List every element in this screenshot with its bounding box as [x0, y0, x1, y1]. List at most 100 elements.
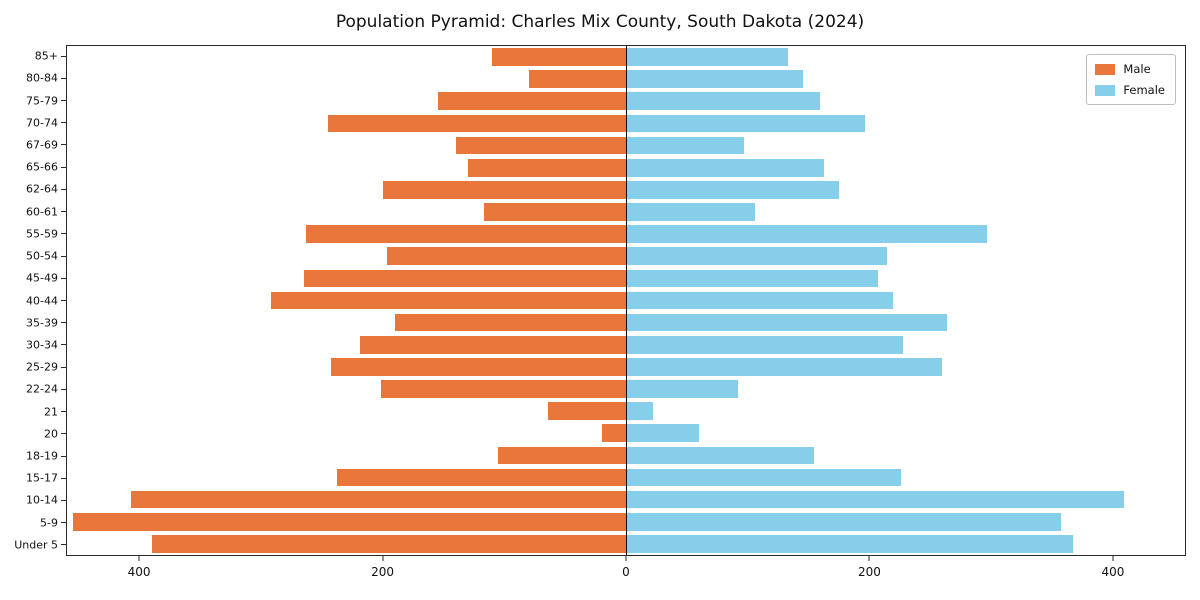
male-bar: [437, 92, 626, 111]
age-label: 35-39: [26, 316, 58, 330]
age-row-5-9: [67, 511, 1185, 533]
age-row-75-79: [67, 90, 1185, 112]
x-tick-label: 0: [622, 565, 630, 579]
age-label: 20: [44, 427, 58, 441]
male-bar: [528, 70, 626, 89]
x-tick-mark: [138, 556, 140, 561]
age-label: 85+: [34, 49, 58, 63]
female-bar: [626, 48, 788, 66]
male-bar: [492, 48, 626, 66]
x-tick-mark: [1112, 556, 1114, 561]
male-bar: [303, 269, 626, 288]
age-row-40-44: [67, 289, 1185, 311]
y-tick-mark: [61, 211, 66, 213]
male-bar: [455, 136, 626, 155]
age-label: 75-79: [26, 94, 58, 108]
age-row-65-66: [67, 157, 1185, 179]
age-label: 30-34: [26, 338, 58, 352]
age-label: 70-74: [26, 116, 58, 130]
female-bar: [626, 269, 878, 288]
y-tick-mark: [61, 300, 66, 301]
age-row-85+: [67, 46, 1185, 68]
female-bar: [626, 291, 894, 310]
female-bar: [626, 446, 815, 465]
legend-item-male: Male: [1095, 62, 1165, 76]
age-row-22-24: [67, 378, 1185, 400]
male-bar: [468, 158, 626, 177]
y-tick-mark: [61, 544, 66, 546]
male-bar: [306, 225, 626, 243]
y-tick-mark: [61, 388, 66, 390]
age-row-15-17: [67, 466, 1185, 488]
age-label: 60-61: [26, 205, 58, 219]
female-bar: [626, 158, 825, 177]
male-bar: [395, 313, 626, 332]
age-row-25-29: [67, 356, 1185, 378]
y-axis-ticks: [61, 45, 66, 556]
female-bar: [626, 70, 804, 89]
x-axis: 400 200 0 200 400: [66, 556, 1186, 586]
y-tick-mark: [61, 144, 66, 146]
legend-item-female: Female: [1095, 83, 1165, 97]
age-label: 25-29: [26, 360, 58, 374]
male-bar: [548, 402, 626, 420]
female-bar: [626, 92, 821, 111]
male-bar: [131, 490, 626, 509]
female-bar: [626, 225, 987, 243]
y-tick-mark: [61, 188, 66, 190]
age-row-21: [67, 400, 1185, 422]
male-bar: [483, 203, 626, 221]
male-bar: [73, 512, 626, 531]
age-label: 40-44: [26, 294, 58, 307]
age-row-Under 5: [67, 533, 1185, 555]
age-label: 15-17: [26, 471, 58, 485]
female-bar: [626, 247, 888, 266]
y-tick-mark: [61, 55, 66, 57]
age-label: 10-14: [26, 493, 58, 507]
y-tick-mark: [61, 522, 66, 524]
age-label: 5-9: [40, 516, 58, 530]
y-tick-mark: [61, 277, 66, 279]
age-row-30-34: [67, 334, 1185, 356]
female-bar: [626, 203, 755, 221]
age-row-10-14: [67, 489, 1185, 511]
female-bar: [626, 136, 744, 155]
y-tick-mark: [61, 100, 66, 102]
x-tick-mark: [382, 556, 384, 561]
age-row-80-84: [67, 68, 1185, 90]
female-bar: [626, 490, 1125, 509]
age-row-60-61: [67, 201, 1185, 223]
age-label: 62-64: [26, 182, 58, 196]
y-tick-mark: [61, 366, 66, 368]
age-label: 21: [44, 405, 58, 419]
age-label: 45-49: [26, 271, 58, 285]
age-row-62-64: [67, 179, 1185, 201]
age-row-45-49: [67, 267, 1185, 289]
male-bar: [271, 291, 626, 310]
y-tick-mark: [61, 233, 66, 235]
female-bar: [626, 380, 738, 398]
male-bar: [152, 535, 626, 553]
age-row-18-19: [67, 444, 1185, 466]
y-tick-mark: [61, 411, 66, 413]
y-tick-mark: [61, 255, 66, 257]
male-bar: [380, 380, 626, 398]
age-label: 80-84: [26, 71, 58, 85]
male-bar: [336, 468, 626, 487]
female-bar: [626, 468, 901, 487]
male-bar: [382, 180, 626, 199]
age-label: 65-66: [26, 160, 58, 174]
age-label: Under 5: [14, 538, 58, 552]
plot-area: Male Female: [66, 45, 1186, 556]
x-tick-mark: [625, 556, 627, 561]
age-row-67-69: [67, 135, 1185, 157]
y-axis-labels: 85+ 80-84 75-79 70-74 67-69 65-66 62-64 60-61 55…: [0, 45, 58, 556]
female-bar: [626, 358, 942, 376]
y-tick-mark: [61, 122, 66, 124]
male-bar: [498, 446, 626, 465]
y-tick-mark: [61, 344, 66, 346]
age-row-55-59: [67, 223, 1185, 245]
legend: Male Female: [1086, 54, 1176, 105]
y-tick-mark: [61, 455, 66, 457]
